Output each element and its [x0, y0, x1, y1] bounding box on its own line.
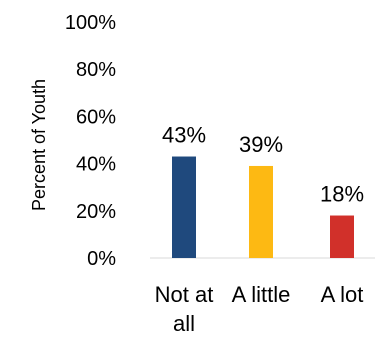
bar	[172, 156, 196, 258]
y-tick-label: 0%	[87, 248, 116, 270]
data-labels: 43% 39% 18%	[162, 123, 364, 207]
y-tick-label: 60%	[76, 106, 116, 128]
category-label: A lot	[321, 282, 364, 307]
category-labels: Not at all A little A lot	[155, 282, 364, 336]
y-tick-label: 20%	[76, 201, 116, 223]
bar	[249, 165, 273, 258]
y-axis-ticks: 0% 20% 40% 60% 80% 100%	[65, 12, 116, 270]
category-label: A little	[232, 282, 291, 307]
data-label: 18%	[320, 182, 364, 207]
category-label-line2: all	[173, 311, 195, 336]
data-label: 39%	[239, 132, 283, 157]
data-label: 43%	[162, 123, 206, 148]
y-tick-label: 40%	[76, 154, 116, 176]
bars	[172, 156, 354, 258]
y-tick-label: 100%	[65, 12, 116, 34]
category-label: Not at	[155, 282, 214, 307]
bar	[330, 215, 354, 258]
y-tick-label: 80%	[76, 59, 116, 81]
y-axis-label: Percent of Youth	[29, 79, 49, 211]
